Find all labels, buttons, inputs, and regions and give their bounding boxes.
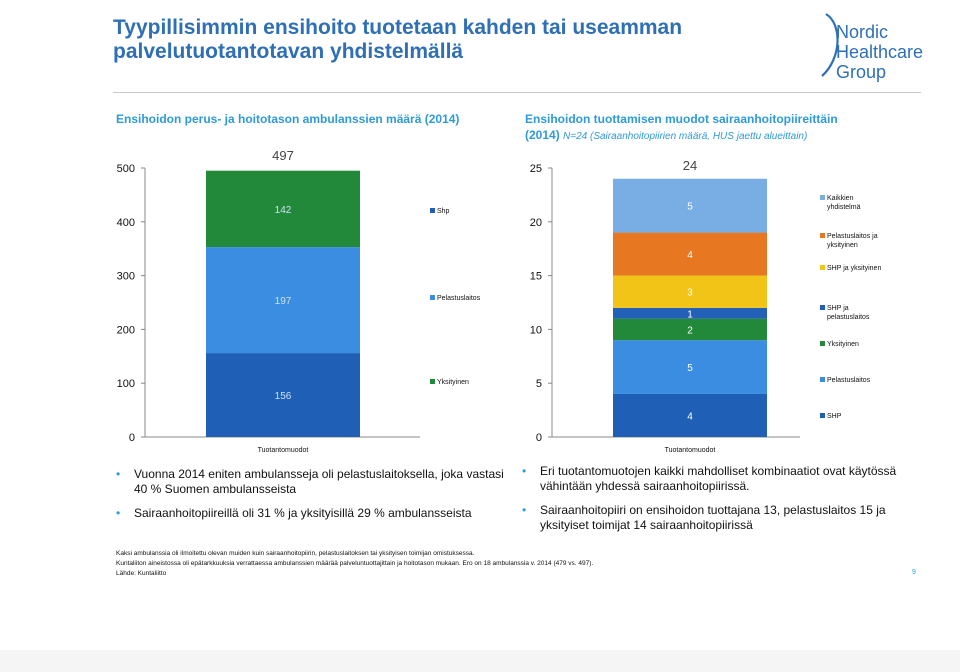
data-label-shp-ja-pelastuslaitos: 1: [687, 309, 693, 320]
legend-label-shp: SHP: [827, 413, 842, 420]
data-label-pelastuslaitos: 5: [687, 363, 693, 374]
legend-swatch-shp-ja-yksityinen: [820, 265, 825, 270]
total-label: 24: [683, 158, 697, 173]
right-chart-title-note: N=24 (Sairaanhoitopiirien määrä, HUS jae…: [563, 131, 808, 142]
y-tick-label: 0: [129, 432, 135, 444]
bar-segment-shp: [206, 353, 360, 437]
legend-label-yksityinen: Yksityinen: [827, 341, 859, 348]
nordic-healthcare-group-logo: Nordic Healthcare Group: [808, 10, 928, 82]
data-label-pelastuslaitos: 197: [275, 296, 292, 307]
legend-swatch-yksityinen: [430, 379, 435, 384]
legend-swatch-kaikkien-yhdistelm: [820, 195, 825, 200]
right-bullet-1: • Eri tuotantomuotojen kaikki mahdollise…: [522, 464, 922, 494]
y-tick-label: 5: [536, 378, 542, 390]
bar-segment-yksityinen: [206, 170, 360, 248]
legend-label-kaikkien-yhdistelm: Kaikkien yhdistelmä: [827, 195, 861, 211]
data-label-shp-ja-yksityinen: 3: [687, 288, 693, 299]
logo-line-2: Healthcare: [836, 42, 924, 62]
legend-swatch-shp: [820, 413, 825, 418]
legend-label-pelastuslaitos-ja-yksityinen: Pelastuslaitos ja yksityinen: [827, 233, 878, 249]
footnote-source: Lähde: Kuntaliitto: [116, 570, 167, 577]
bullet-icon: •: [522, 464, 527, 478]
legend-label-shp: Shp: [437, 208, 450, 215]
header-divider: [113, 92, 921, 93]
data-label-kaikkien-yhdistelm: 5: [687, 202, 693, 213]
y-tick-label: 500: [117, 163, 135, 175]
data-label-yksityinen: 2: [687, 325, 693, 336]
y-tick-label: 200: [117, 324, 135, 336]
y-tick-label: 15: [530, 271, 542, 283]
legend-swatch-pelastuslaitos: [430, 295, 435, 300]
bar-segment-pelastuslaitos: [613, 340, 767, 394]
footnotes: Kaksi ambulanssia oli ilmoitettu olevan …: [116, 549, 836, 579]
legend-swatch-shp-ja-pelastuslaitos: [820, 305, 825, 310]
bullet-icon: •: [522, 503, 527, 517]
y-tick-label: 100: [117, 378, 135, 390]
left-bullet-list: • Vuonna 2014 eniten ambulansseja oli pe…: [116, 467, 516, 530]
right-bullet-list: • Eri tuotantomuotojen kaikki mahdollise…: [522, 464, 922, 542]
bar-segment-kaikkien-yhdistelm: [613, 178, 767, 233]
left-bullet-2-text: Sairaanhoitopiireillä oli 31 % ja yksity…: [134, 506, 472, 520]
y-tick-label: 25: [530, 163, 542, 175]
right-bullet-2-text: Sairaanhoitopiiri on ensihoidon tuottaja…: [540, 503, 886, 532]
slide-title-line-2: palvelutuotantotavan yhdistelmällä: [113, 40, 464, 63]
bar-segment-pelastuslaitos-ja-yksityinen: [613, 232, 767, 276]
bar-segment-shp-ja-pelastuslaitos: [613, 307, 767, 319]
right-chart-title-year: (2014): [525, 128, 560, 142]
footnote-1: Kaksi ambulanssia oli ilmoitettu olevan …: [116, 550, 475, 557]
left-bullet-1-text: Vuonna 2014 eniten ambulansseja oli pela…: [134, 467, 504, 496]
right-bullet-1-text: Eri tuotantomuotojen kaikki mahdolliset …: [540, 464, 897, 493]
legend-swatch-pelastuslaitos: [820, 377, 825, 382]
bar-segment-pelastuslaitos: [206, 247, 360, 354]
left-bullet-2: • Sairaanhoitopiireillä oli 31 % ja yksi…: [116, 506, 516, 521]
slide-title: Tyypillisimmin ensihoito tuotetaan kahde…: [113, 16, 753, 64]
legend-swatch-pelastuslaitos-ja-yksityinen: [820, 233, 825, 238]
y-tick-label: 10: [530, 324, 542, 336]
right-chart-title-main: Ensihoidon tuottamisen muodot sairaanhoi…: [525, 112, 838, 126]
data-label-shp: 156: [275, 391, 292, 402]
legend-label-shp-ja-yksityinen: SHP ja yksityinen: [827, 265, 881, 272]
left-bullet-1: • Vuonna 2014 eniten ambulansseja oli pe…: [116, 467, 516, 497]
data-label-pelastuslaitos-ja-yksityinen: 4: [687, 250, 693, 261]
legend-swatch-shp: [430, 208, 435, 213]
total-label: 497: [272, 148, 294, 163]
legend-swatch-yksityinen: [820, 341, 825, 346]
bar-segment-shp: [613, 393, 767, 437]
slide-title-line-1: Tyypillisimmin ensihoito tuotetaan kahde…: [113, 16, 683, 39]
legend-label-pelastuslaitos: Pelastuslaitos: [827, 377, 871, 384]
logo-arc-icon: [821, 13, 839, 77]
left-chart-title: Ensihoidon perus- ja hoitotason ambulans…: [116, 112, 460, 126]
bar-segment-yksityinen: [613, 318, 767, 341]
y-tick-label: 20: [530, 217, 542, 229]
bullet-icon: •: [116, 467, 121, 481]
x-category-label: Tuotantomuodot: [258, 447, 309, 454]
data-label-shp: 4: [687, 411, 693, 422]
logo-line-3: Group: [836, 62, 887, 82]
right-chart-title: Ensihoidon tuottamisen muodot sairaanhoi…: [525, 111, 945, 145]
y-tick-label: 400: [117, 217, 135, 229]
legend-label-pelastuslaitos: Pelastuslaitos: [437, 295, 481, 302]
bullet-icon: •: [116, 506, 121, 520]
bar-segment-shp-ja-yksityinen: [613, 275, 767, 308]
logo-line-1: Nordic: [836, 22, 889, 42]
footnote-2: Kuntaliiton aineistossa oli epätarkkuuks…: [116, 560, 594, 567]
y-tick-label: 300: [117, 271, 135, 283]
data-label-yksityinen: 142: [275, 205, 292, 216]
y-tick-label: 0: [536, 432, 542, 444]
legend-label-shp-ja-pelastuslaitos: SHP ja pelastuslaitos: [827, 305, 870, 321]
page-number: 9: [912, 569, 916, 576]
right-bullet-2: • Sairaanhoitopiiri on ensihoidon tuotta…: [522, 503, 922, 533]
legend-label-yksityinen: Yksityinen: [437, 379, 469, 386]
bottom-band: [0, 650, 960, 672]
x-category-label: Tuotantomuodot: [665, 447, 716, 454]
